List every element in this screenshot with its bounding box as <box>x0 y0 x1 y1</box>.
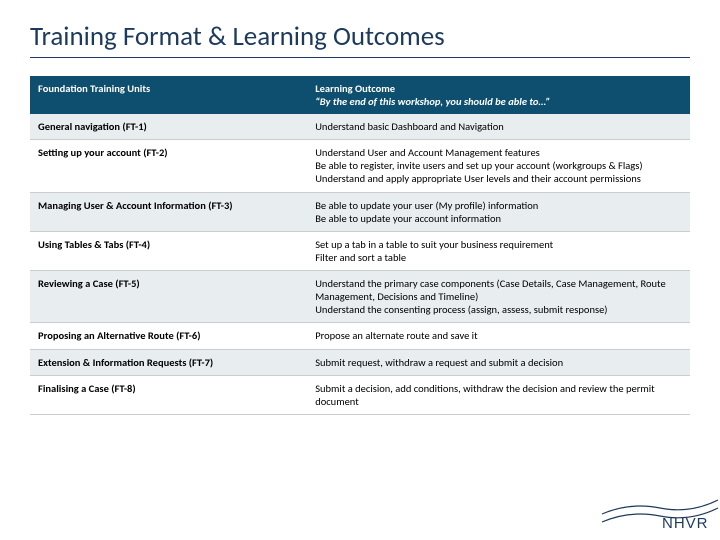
outcome-line: Understand and apply appropriate User le… <box>315 172 682 185</box>
outcome-line: Be able to update your user (My profile)… <box>315 199 682 212</box>
table-row: Reviewing a Case (FT-5) Understand the pr… <box>30 271 690 323</box>
outcome-cell: Understand the primary case components (… <box>307 271 690 323</box>
outcome-line: Understand the consenting process (assig… <box>315 303 682 316</box>
outcome-line: Be able to update your account informati… <box>315 212 682 225</box>
table-row: Managing User & Account Information (FT-… <box>30 192 690 231</box>
outcome-line: Filter and sort a table <box>315 251 682 264</box>
table-body: General navigation (FT-1) Understand basi… <box>30 114 690 414</box>
table-row: Setting up your account (FT-2) Understand… <box>30 140 690 192</box>
outcome-cell: Understand User and Account Management f… <box>307 140 690 192</box>
outcome-cell: Set up a tab in a table to suit your bus… <box>307 231 690 270</box>
header-col2: Learning Outcome “By the end of this wor… <box>307 76 690 114</box>
table-row: General navigation (FT-1) Understand basi… <box>30 114 690 140</box>
outcome-cell: Be able to update your user (My profile)… <box>307 192 690 231</box>
unit-cell: Using Tables & Tabs (FT-4) <box>30 231 307 270</box>
table-row: Proposing an Alternative Route (FT-6) Pro… <box>30 323 690 349</box>
unit-cell: Reviewing a Case (FT-5) <box>30 271 307 323</box>
svg-text:NHVR: NHVR <box>662 515 709 532</box>
unit-cell: Setting up your account (FT-2) <box>30 140 307 192</box>
unit-cell: Extension & Information Requests (FT-7) <box>30 349 307 375</box>
header-col2-main: Learning Outcome <box>315 82 395 95</box>
outcome-line: Be able to register, invite users and se… <box>315 159 682 172</box>
unit-cell: Finalising a Case (FT-8) <box>30 375 307 414</box>
outcomes-table: Foundation Training Units Learning Outco… <box>30 76 690 415</box>
unit-cell: Managing User & Account Information (FT-… <box>30 192 307 231</box>
nhvr-logo: NHVR <box>600 494 720 534</box>
slide-title: Training Format & Learning Outcomes <box>30 20 690 58</box>
unit-cell: Proposing an Alternative Route (FT-6) <box>30 323 307 349</box>
slide: Training Format & Learning Outcomes Foun… <box>0 0 720 540</box>
outcome-line: Understand User and Account Management f… <box>315 146 682 159</box>
header-col2-sub: “By the end of this workshop, you should… <box>315 95 682 108</box>
outcome-line: Understand basic Dashboard and Navigatio… <box>315 120 682 133</box>
outcome-cell: Understand basic Dashboard and Navigatio… <box>307 114 690 140</box>
table-row: Finalising a Case (FT-8) Submit a decisio… <box>30 375 690 414</box>
outcome-line: Submit request, withdraw a request and s… <box>315 356 682 369</box>
header-col1: Foundation Training Units <box>30 76 307 114</box>
unit-cell: General navigation (FT-1) <box>30 114 307 140</box>
outcome-line: Submit a decision, add conditions, withd… <box>315 382 682 408</box>
outcome-cell: Submit a decision, add conditions, withd… <box>307 375 690 414</box>
outcome-line: Set up a tab in a table to suit your bus… <box>315 238 682 251</box>
table-header-row: Foundation Training Units Learning Outco… <box>30 76 690 114</box>
outcome-line: Propose an alternate route and save it <box>315 329 682 342</box>
outcome-cell: Submit request, withdraw a request and s… <box>307 349 690 375</box>
table-row: Extension & Information Requests (FT-7) S… <box>30 349 690 375</box>
outcome-cell: Propose an alternate route and save it <box>307 323 690 349</box>
outcome-line: Understand the primary case components (… <box>315 277 682 303</box>
table-row: Using Tables & Tabs (FT-4) Set up a tab i… <box>30 231 690 270</box>
